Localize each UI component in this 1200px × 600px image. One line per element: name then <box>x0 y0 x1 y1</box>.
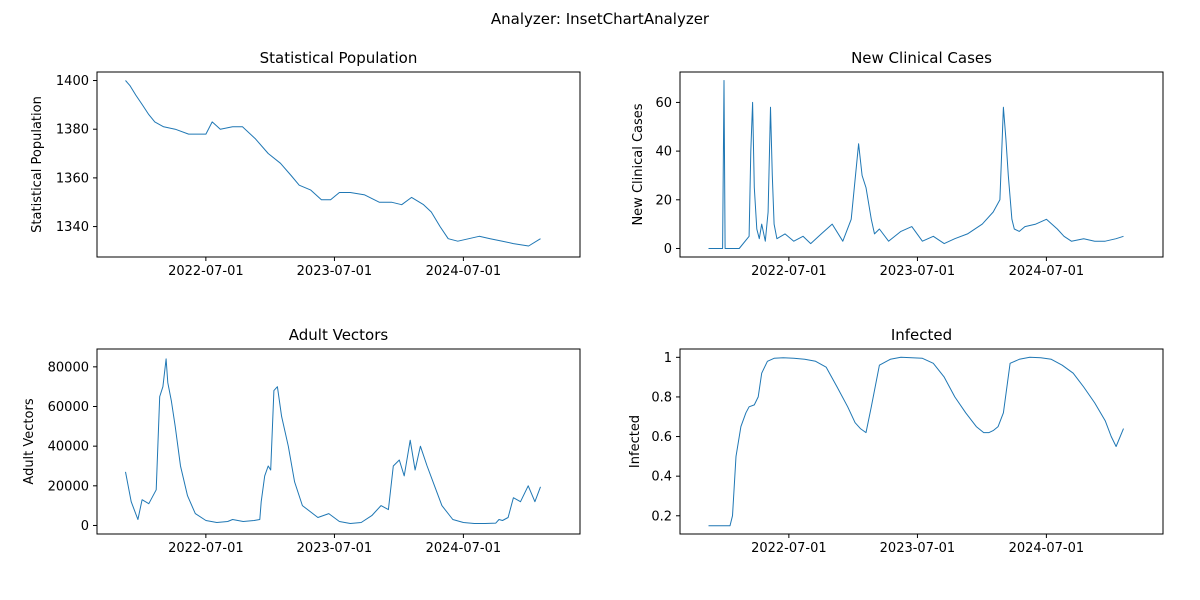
x-tick-label: 2022-07-01 <box>751 541 827 556</box>
x-tick-label: 2022-07-01 <box>168 264 244 279</box>
x-tick-label: 2023-07-01 <box>880 264 956 279</box>
x-tick-label: 2024-07-01 <box>1009 541 1085 556</box>
x-tick-label: 2024-07-01 <box>426 264 502 279</box>
chart-title: New Clinical Cases <box>851 49 992 67</box>
y-tick-label: 40 <box>655 145 672 160</box>
axis-ticks: 2022-07-01 2023-07-01 2024-07-01 0 20 40 60 <box>655 96 1084 279</box>
y-tick-label: 60 <box>655 96 672 111</box>
y-tick-label: 0.2 <box>651 509 672 524</box>
axes-frame <box>96 348 581 535</box>
axes-frame <box>679 71 1164 258</box>
y-tick-label: 20 <box>655 193 672 208</box>
y-tick-label: 0.8 <box>651 390 672 405</box>
y-axis-label: Adult Vectors <box>22 398 37 484</box>
axes-frame <box>96 71 581 258</box>
axis-ticks: 2022-07-01 2023-07-01 2024-07-01 0 20000 4000… <box>48 360 502 556</box>
x-tick-label: 2024-07-01 <box>1009 264 1085 279</box>
y-axis-label: Statistical Population <box>30 96 45 233</box>
chart-panel-statistical-population: Statistical Population Statistical Popul… <box>30 49 581 279</box>
chart-title: Infected <box>891 326 952 344</box>
series-line <box>708 80 1124 249</box>
plot-area <box>708 80 1124 249</box>
y-tick-label: 1380 <box>56 123 89 138</box>
axes-frame <box>679 348 1164 535</box>
x-tick-label: 2023-07-01 <box>297 541 373 556</box>
y-tick-label: 80000 <box>48 360 89 375</box>
y-tick-label: 0.4 <box>651 470 672 485</box>
plot-area <box>125 358 541 524</box>
chart-title: Statistical Population <box>260 49 418 67</box>
y-tick-label: 60000 <box>48 400 89 415</box>
plot-area <box>125 80 541 247</box>
x-tick-label: 2022-07-01 <box>168 541 244 556</box>
y-axis-label: Infected <box>628 415 643 468</box>
plot-area <box>708 356 1124 527</box>
y-tick-label: 20000 <box>48 479 89 494</box>
figure-suptitle: Analyzer: InsetChartAnalyzer <box>491 10 710 28</box>
y-tick-label: 0 <box>81 519 89 534</box>
y-tick-label: 1360 <box>56 171 89 186</box>
y-tick-label: 0 <box>664 242 672 257</box>
x-tick-label: 2023-07-01 <box>297 264 373 279</box>
series-line <box>708 356 1124 527</box>
chart-title: Adult Vectors <box>289 326 389 344</box>
x-tick-label: 2024-07-01 <box>426 541 502 556</box>
axis-ticks: 2022-07-01 2023-07-01 2024-07-01 0.2 0.4 0.6 0… <box>651 351 1084 556</box>
y-tick-label: 1340 <box>56 220 89 235</box>
series-line <box>125 80 541 247</box>
y-axis-label: New Clinical Cases <box>631 103 646 225</box>
chart-panel-new-clinical-cases: New Clinical Cases New Clinical Cases 20… <box>631 49 1164 279</box>
y-tick-label: 1400 <box>56 74 89 89</box>
chart-panel-infected: Infected Infected 2022-07-01 2023-07-01 20… <box>628 326 1164 556</box>
y-tick-label: 1 <box>664 351 672 366</box>
y-tick-label: 0.6 <box>651 430 672 445</box>
x-tick-label: 2023-07-01 <box>880 541 956 556</box>
axis-ticks: 2022-07-01 2023-07-01 2024-07-01 1340 1360 13… <box>56 74 501 279</box>
y-tick-label: 40000 <box>48 440 89 455</box>
chart-panel-adult-vectors: Adult Vectors Adult Vectors 2022-07-01 20… <box>22 326 581 556</box>
x-tick-label: 2022-07-01 <box>751 264 827 279</box>
series-line <box>125 358 541 524</box>
